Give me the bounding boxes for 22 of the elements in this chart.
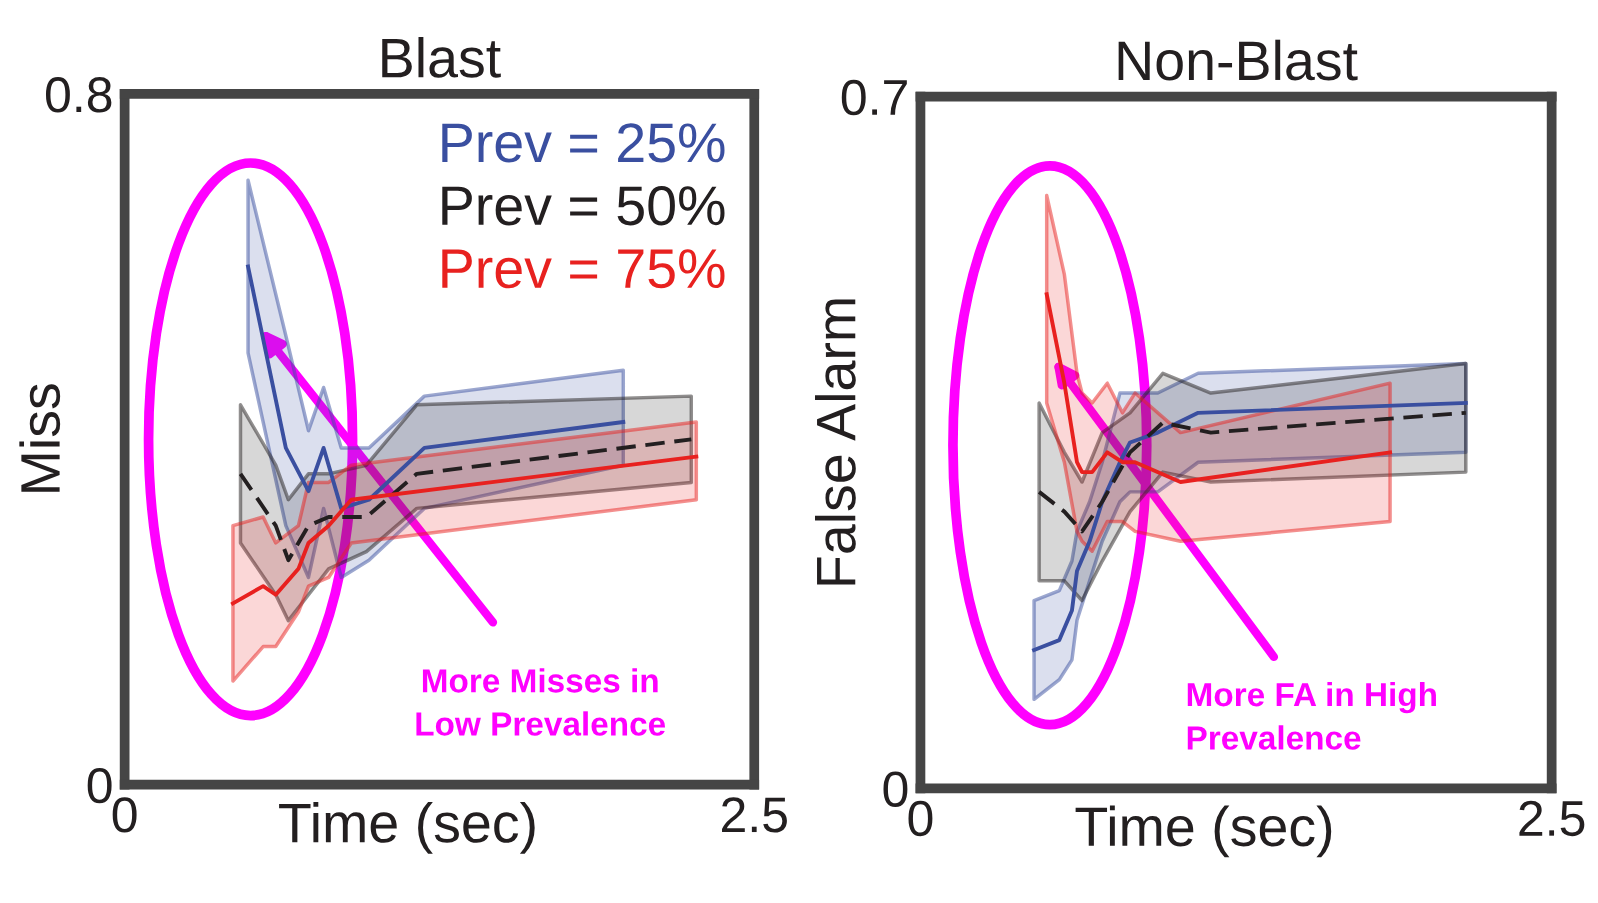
text: Prev = 75% <box>442 249 725 289</box>
annotation: More FA in High Prevalence <box>1187 681 1436 750</box>
line-series <box>1032 400 1468 652</box>
y-axis-title: False Alarm <box>815 299 856 585</box>
y-tick-label: 0.8 <box>45 77 112 113</box>
text: Prev = 50% <box>442 186 725 226</box>
y-tick-label: 0.7 <box>841 79 907 116</box>
x-tick-label: 2.5 <box>1519 800 1585 837</box>
x-axis-title: Time (sec) <box>279 801 535 854</box>
line-series <box>230 454 699 606</box>
annotation: More Misses in Low Prevalence <box>416 668 666 736</box>
x-tick-label: 0 <box>112 797 137 833</box>
x-tick-label: 2.5 <box>722 797 787 833</box>
line-series <box>1044 292 1393 484</box>
line-series <box>1037 410 1468 534</box>
y-axis-title: Miss <box>19 384 61 492</box>
text: Prev = 25% <box>442 123 725 163</box>
line-series <box>238 437 694 563</box>
chart-title: Non-Blast <box>1118 39 1358 81</box>
chart-title: Blast <box>382 36 501 78</box>
x-tick-label: 0 <box>908 800 933 837</box>
x-axis-title: Time (sec) <box>1075 805 1332 858</box>
